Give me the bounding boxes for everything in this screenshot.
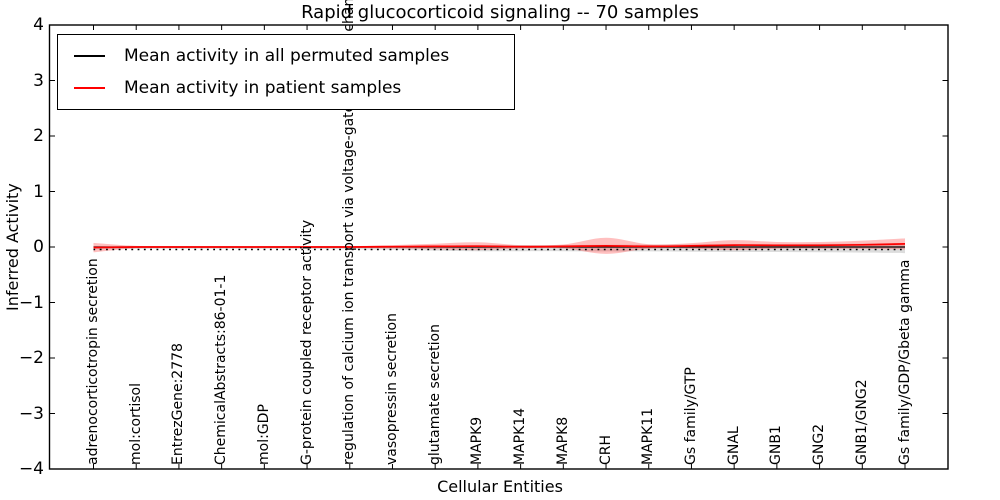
chart-title: Rapid glucocorticoid signaling -- 70 sam…	[301, 2, 699, 23]
x-tick-label-11: MAPK8	[554, 416, 571, 465]
x-tick-label-4: mol:GDP	[255, 404, 272, 465]
x-tick-label-12: CRH	[597, 434, 614, 465]
y-tick-label-−4: −4	[18, 459, 44, 479]
permuted-line-sample-icon	[74, 55, 105, 57]
x-tick-label-7: vasopressin secretion	[383, 313, 400, 465]
y-tick-label-−3: −3	[18, 403, 44, 424]
legend-label-patient: Mean activity in patient samples	[124, 78, 402, 98]
x-tick-label-19: Gs family/GDP/Gbeta gamma	[896, 259, 913, 466]
x-tick-label-1: mol:cortisol	[127, 383, 144, 465]
y-tick-label-−2: −2	[18, 348, 44, 368]
x-tick-label-9: MAPK9	[469, 416, 486, 465]
x-tick-label-13: MAPK11	[640, 407, 657, 465]
x-tick-label-10: MAPK14	[512, 407, 529, 465]
x-axis-label: Cellular Entities	[437, 477, 563, 496]
legend-entry-patient: Mean activity in patient samples	[74, 72, 514, 104]
y-tick-label-1: 1	[33, 181, 44, 202]
legend-label-permuted: Mean activity in all permuted samples	[124, 46, 450, 66]
y-tick-label-0: 0	[33, 237, 44, 257]
x-tick-label-5: G-protein coupled receptor activity	[298, 219, 315, 465]
legend: Mean activity in all permuted samples Me…	[57, 34, 515, 110]
Mean-activity-in-patient-samples-line	[93, 243, 906, 249]
patient-line-sample-icon	[74, 87, 105, 89]
y-tick-label-4: 4	[33, 15, 44, 35]
x-tick-label-2: EntrezGene:2778	[170, 343, 187, 465]
x-tick-label-17: GNG2	[811, 423, 828, 465]
y-tick-label-−1: −1	[18, 292, 44, 313]
x-tick-label-0: adrenocorticotropin secretion	[85, 258, 101, 465]
x-tick-label-14: Gs family/GTP	[682, 367, 699, 465]
x-tick-label-15: GNAL	[725, 426, 742, 465]
legend-entry-permuted: Mean activity in all permuted samples	[74, 40, 514, 72]
x-tick-label-16: GNB1	[768, 425, 785, 465]
y-tick-label-2: 2	[33, 126, 44, 146]
x-tick-label-18: GNB1/GNG2	[853, 379, 870, 465]
y-tick-label-3: 3	[33, 70, 44, 91]
x-tick-label-3: ChemicalAbstracts:86-01-1	[213, 274, 230, 465]
x-tick-label-8: glutamate secretion	[426, 324, 443, 465]
